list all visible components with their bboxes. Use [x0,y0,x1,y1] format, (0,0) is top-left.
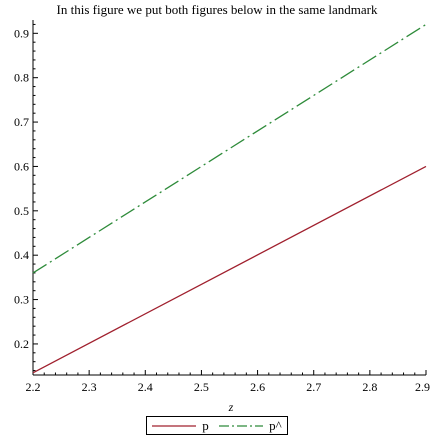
x-tick-label: 2.7 [306,380,321,394]
legend: p p^ [146,416,288,435]
x-tick-label: 2.4 [138,380,153,394]
y-tick-label: 0.2 [14,337,29,351]
y-tick-label: 0.5 [14,204,29,218]
legend-entry: p [152,418,209,434]
y-tick-label: 0.4 [14,248,29,262]
legend-label: p^ [269,417,282,433]
y-tick-label: 0.8 [14,71,29,85]
x-tick-label: 2.6 [250,380,265,394]
series-line-p-hat [32,23,427,274]
legend-swatch [219,424,264,427]
series-line-p [32,165,427,374]
x-tick-label: 2.5 [194,380,209,394]
legend-entry: p^ [219,418,282,434]
legend-swatch [152,424,197,427]
x-tick-label: 2.8 [362,380,377,394]
x-axis-label: z [228,400,234,414]
chart-title: In this figure we put both figures below… [56,2,378,17]
x-tick-label: 2.2 [26,380,41,394]
y-tick-label: 0.3 [14,293,29,307]
legend-label: p [202,417,209,433]
y-tick-label: 0.6 [14,159,29,173]
y-tick-label: 0.7 [14,115,29,129]
x-tick-label: 2.3 [82,380,97,394]
y-tick-label: 0.9 [14,26,29,40]
x-tick-label: 2.9 [415,380,430,394]
